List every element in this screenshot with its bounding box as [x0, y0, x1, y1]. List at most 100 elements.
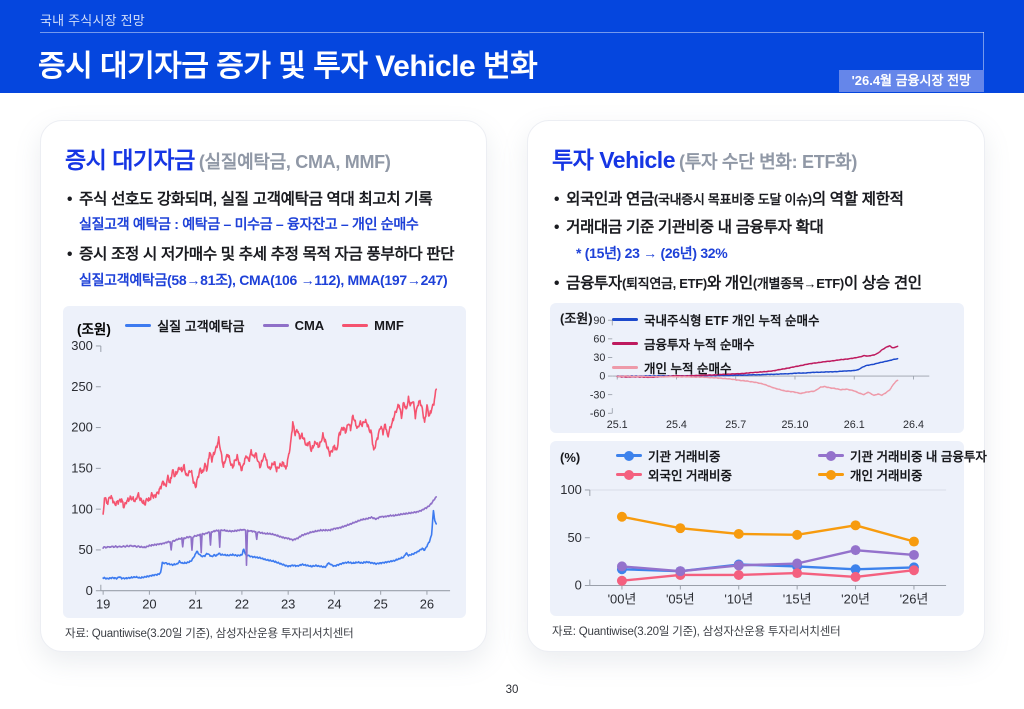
- data-point-marker: [908, 536, 919, 547]
- legend-label: 실질 고객예탁금: [157, 319, 245, 335]
- panel-title-text: 투자 Vehicle: [552, 147, 676, 173]
- chart-plot: 0 50 100 150 200 250 300 19 20 21 22 23 24 25 26: [65, 338, 464, 622]
- y-tick-label: 60: [593, 334, 605, 346]
- legend-swatch: [616, 469, 642, 480]
- x-tick-label: '26년: [900, 591, 929, 606]
- x-tick-label: 26.1: [844, 419, 865, 431]
- legend-swatch: [342, 324, 369, 328]
- legend-label: CMA: [294, 318, 325, 334]
- header-divider-right: [983, 32, 984, 70]
- bullet-dot: •: [554, 274, 560, 292]
- chart-plot: 0 50 100 '00년 '05년 '10년 '15년 '20년 '26년: [550, 482, 964, 616]
- legend-item: MMF: [342, 318, 404, 333]
- data-point-marker: [792, 529, 803, 540]
- data-point-marker: [616, 575, 627, 586]
- x-tick-label: 25: [373, 597, 387, 612]
- data-point-marker: [850, 544, 861, 555]
- y-tick-label: 300: [71, 338, 93, 353]
- y-tick-label: 100: [560, 484, 582, 497]
- legend-item: 기관 거래비중: [616, 447, 732, 465]
- legend-swatch: [612, 342, 638, 346]
- x-tick-label: 20: [142, 597, 156, 612]
- legend-swatch: [817, 469, 844, 480]
- legend-swatch: [262, 324, 289, 328]
- legend-item: CMA: [262, 318, 325, 334]
- source-note: 자료: Quantiwise(3.20일 기준), 삼성자산운용 투자리서치센터: [65, 627, 354, 640]
- x-tick-label: '20년: [841, 591, 870, 606]
- legend-swatch: [616, 450, 642, 461]
- panel-title: 증시 대기자금 (실질예탁금, CMA, MMF): [65, 141, 466, 175]
- x-tick-label: 25.10: [782, 419, 809, 431]
- x-tick-label: '05년: [666, 591, 695, 606]
- series-line: [102, 509, 438, 580]
- y-tick-label: 30: [593, 352, 605, 364]
- data-point-marker: [733, 560, 744, 571]
- standby-funds-chart: (조원) 실질 고객예탁금 CMA MMF 0 50 100 150 200 250 300 19…: [63, 305, 466, 618]
- x-tick-label: 21: [188, 597, 202, 612]
- bullet-item: • 금융투자(퇴직연금, ETF)와 개인(개별종목→ETF)이 상승 견인: [552, 273, 964, 295]
- legend-label: 개인 누적 순매수: [644, 362, 732, 377]
- data-point-marker: [675, 565, 686, 576]
- axis-unit-label: (%): [560, 449, 581, 465]
- legend-item: 실질 고객예탁금: [125, 316, 245, 335]
- bullet-text: 금융투자(퇴직연금, ETF)와 개인(개별종목→ETF)이 상승 견인: [566, 274, 922, 292]
- data-point-marker: [616, 511, 627, 522]
- data-point-marker: [733, 569, 744, 580]
- bullet-dot: •: [67, 246, 73, 264]
- panel-subtitle: (투자 수단 변화: ETF화): [679, 152, 858, 172]
- panel-title-text: 증시 대기자금: [65, 147, 195, 173]
- x-tick-label: 25.4: [666, 419, 687, 431]
- data-point-marker: [850, 563, 861, 574]
- legend-marker-dot: [825, 450, 836, 461]
- legend-item: 금융투자 누적 순매수: [612, 334, 820, 353]
- x-tick-label: '10년: [724, 591, 753, 606]
- panel-subtitle: (실질예탁금, CMA, MMF): [198, 152, 391, 172]
- bullet-text: 외국인과 연금(국내증시 목표비중 도달 이슈)의 역할 제한적: [566, 191, 904, 208]
- header-kicker: 국내 주식시장 전망: [40, 13, 145, 28]
- legend-label: 외국인 거래비중: [648, 469, 732, 484]
- legend-label: 개인 거래비중: [849, 469, 923, 484]
- series-line: [620, 515, 916, 543]
- y-tick-label: -60: [590, 408, 606, 420]
- y-tick-label: 50: [78, 542, 92, 557]
- legend-item: 국내주식형 ETF 개인 누적 순매수: [612, 310, 820, 329]
- series-line: [620, 548, 916, 572]
- chart-plot: -60 -30 0 30 60 90 25.1 25.4 25.7 25.10 26.1 26.4: [550, 303, 964, 432]
- x-tick-label: 25.7: [725, 419, 746, 431]
- legend-item: 개인 거래비중: [817, 466, 987, 484]
- bullet-item: • 거래대금 기준 기관비중 내 금융투자 확대: [552, 217, 964, 239]
- x-tick-label: 22: [235, 597, 249, 612]
- data-point-marker: [850, 571, 861, 582]
- bullet-text: 증시 조정 시 저가매수 및 추세 추정 목적 자금 풍부하다 판단: [79, 246, 455, 264]
- legend-label: 기관 거래비중: [648, 450, 721, 465]
- page-title: 증시 대기자금 증가 및 투자 Vehicle 변화: [38, 50, 538, 83]
- data-point-marker: [616, 561, 627, 571]
- legend-swatch: [612, 366, 638, 370]
- bullet-dot: •: [67, 191, 73, 208]
- data-point-marker: [908, 564, 919, 575]
- legend-label: 국내주식형 ETF 개인 누적 순매수: [644, 314, 820, 329]
- data-point-marker: [675, 522, 686, 533]
- source-note: 자료: Quantiwise(3.20일 기준), 삼성자산운용 투자리서치센터: [552, 626, 841, 638]
- y-tick-label: 100: [71, 501, 93, 516]
- data-point-marker: [792, 558, 803, 569]
- legend-marker-dot: [624, 469, 634, 480]
- note-text: 실질고객 예탁금 : 예탁금 – 미수금 – 융자잔고 – 개인 순매수: [79, 216, 419, 233]
- x-tick-label: 26.4: [903, 419, 924, 431]
- y-tick-label: 0: [575, 577, 582, 592]
- x-tick-label: 26: [420, 597, 434, 612]
- axis-unit-label: (조원): [560, 311, 593, 327]
- x-tick-label: '00년: [608, 591, 637, 606]
- y-tick-label: 50: [567, 530, 581, 545]
- y-tick-label: -30: [590, 390, 606, 402]
- bullet-dot: •: [554, 219, 560, 237]
- legend-swatch: [612, 318, 638, 322]
- legend-swatch: [817, 450, 844, 461]
- legend-label: 금융투자 누적 순매수: [644, 338, 755, 353]
- panel-title: 투자 Vehicle (투자 수단 변화: ETF화): [552, 141, 964, 175]
- y-tick-label: 0: [599, 371, 605, 383]
- y-tick-label: 0: [86, 583, 93, 598]
- series-line: [102, 388, 438, 515]
- bullet-item: • 외국인과 연금(국내증시 목표비중 도달 이슈)의 역할 제한적: [552, 189, 964, 211]
